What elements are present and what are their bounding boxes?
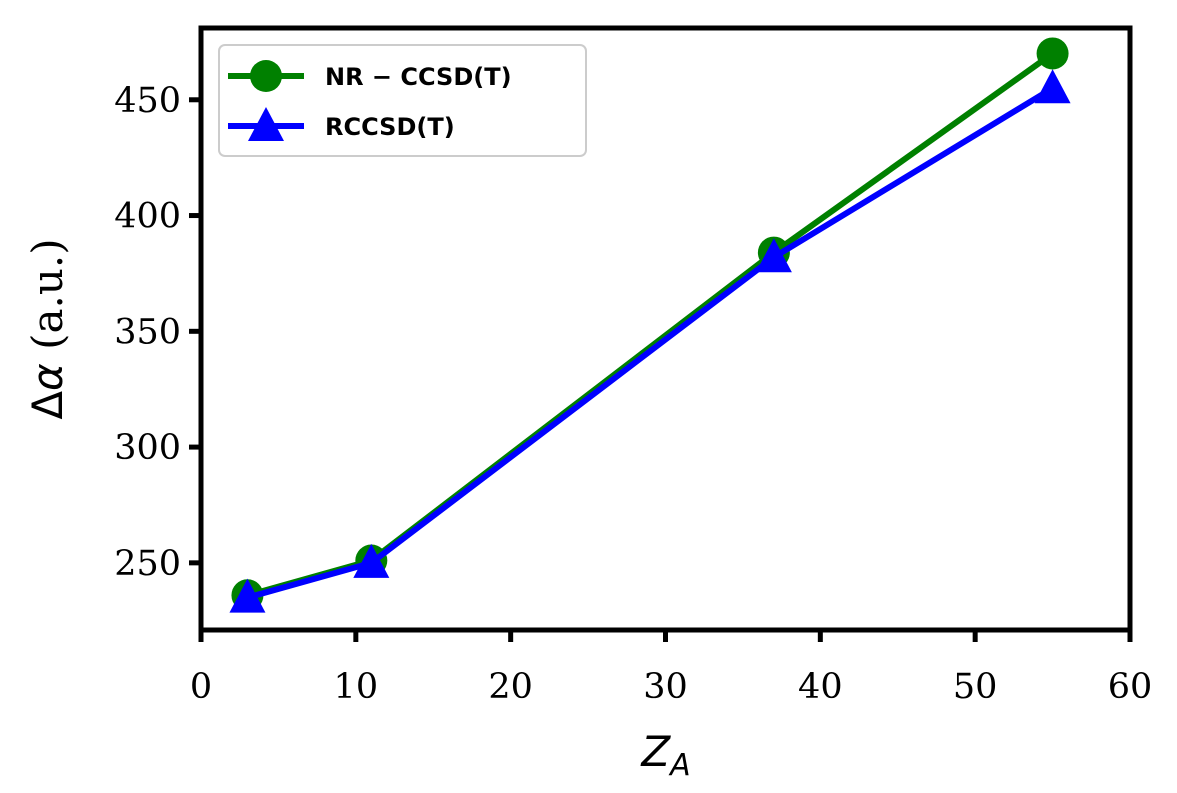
x-tick-label: 40 xyxy=(798,667,843,707)
x-tick-label: 30 xyxy=(643,667,688,707)
legend-box xyxy=(218,44,587,157)
y-tick-label: 450 xyxy=(114,81,181,121)
x-tick-label: 10 xyxy=(334,667,379,707)
x-axis-label-subscript: A xyxy=(668,748,691,783)
y-tick-label: 250 xyxy=(114,544,181,584)
axis-ticks: 0 10 20 30 40 50 60 250 300 350 400 450 xyxy=(114,81,1152,707)
legend-marker-triangle xyxy=(248,107,284,141)
y-axis-label-alpha: α xyxy=(23,363,72,391)
legend-label-nr-ccsdt: NR − CCSD(T) xyxy=(325,63,512,91)
x-tick-label: 60 xyxy=(1108,667,1153,707)
x-axis-label: ZA xyxy=(640,727,690,783)
data-point-nr-ccsdt xyxy=(1036,37,1069,70)
y-axis-label-delta: Δ xyxy=(23,391,72,420)
data-point-rccsdt xyxy=(353,543,390,578)
y-tick-label: 350 xyxy=(114,312,181,352)
data-point-rccsdt xyxy=(229,578,266,613)
series-line-rccsdt xyxy=(246,85,1055,601)
x-tick-label: 20 xyxy=(488,667,533,707)
x-axis-label-main: Z xyxy=(640,727,671,776)
y-axis-label-unit: (a.u.) xyxy=(23,238,72,363)
y-axis-label: Δα (a.u.) xyxy=(23,238,72,419)
legend: NR − CCSD(T) RCCSD(T) xyxy=(218,44,587,157)
x-tick-label: 50 xyxy=(953,667,998,707)
data-point-rccsdt xyxy=(1034,69,1071,104)
y-tick-label: 400 xyxy=(114,197,181,237)
legend-marker-circle xyxy=(250,60,282,92)
legend-label-rccsdt: RCCSD(T) xyxy=(325,113,455,141)
y-tick-label: 300 xyxy=(114,428,181,468)
data-point-rccsdt xyxy=(755,238,792,273)
plot-marks xyxy=(229,37,1071,613)
x-tick-label: 0 xyxy=(190,667,212,707)
